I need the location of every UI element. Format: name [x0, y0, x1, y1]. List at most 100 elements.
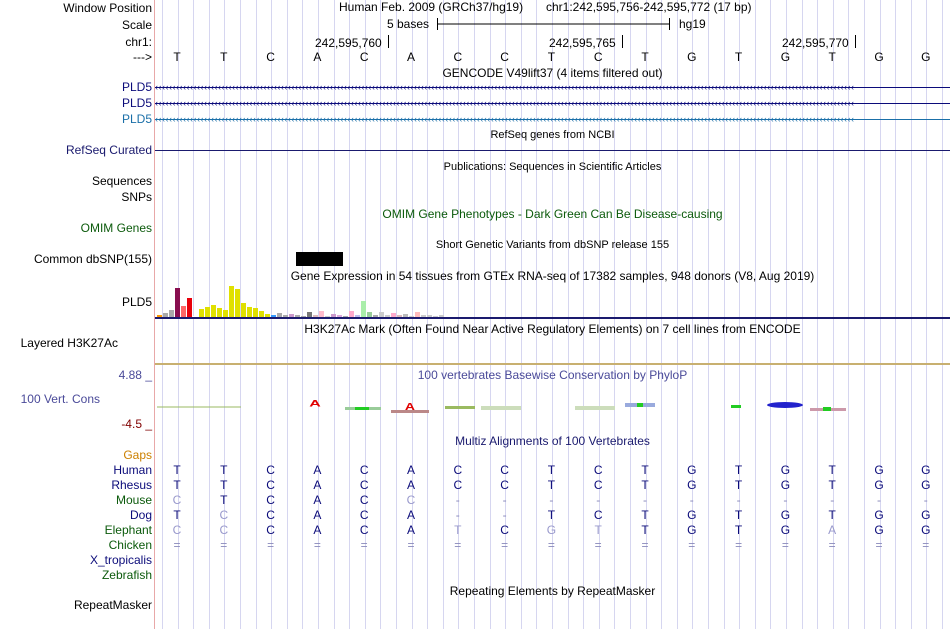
- alignment-base: A: [313, 463, 322, 477]
- gtex-tissue-bar[interactable]: [193, 316, 198, 317]
- gtex-tissue-bar[interactable]: [253, 308, 258, 317]
- species-label[interactable]: Zebrafish: [101, 568, 152, 582]
- gridline: [692, 0, 693, 629]
- track-label-conservation[interactable]: 100 Vert. Cons: [20, 392, 100, 406]
- alignment-base: C: [359, 478, 369, 492]
- species-label[interactable]: Rhesus: [111, 478, 152, 492]
- gencode-gene-line[interactable]: [155, 103, 950, 104]
- gtex-tissue-bar[interactable]: [265, 314, 270, 317]
- gtex-tissue-bar[interactable]: [157, 315, 162, 317]
- gtex-tissue-bar[interactable]: [283, 315, 288, 317]
- gtex-tissue-bar[interactable]: [277, 313, 282, 317]
- alignment-base: C: [500, 463, 509, 477]
- gtex-tissue-bar[interactable]: [271, 315, 276, 317]
- gtex-tissue-bar[interactable]: [415, 312, 420, 317]
- gtex-tissue-bar[interactable]: [385, 315, 390, 317]
- gtex-bar-chart[interactable]: [155, 284, 950, 317]
- alignment-base: =: [501, 538, 509, 552]
- gtex-tissue-bar[interactable]: [301, 316, 306, 317]
- alignment-base: =: [688, 538, 696, 552]
- gtex-tissue-bar[interactable]: [211, 305, 216, 317]
- species-label[interactable]: Chicken: [108, 538, 152, 552]
- gtex-tissue-bar[interactable]: [379, 312, 384, 317]
- gtex-tissue-bar[interactable]: [187, 298, 192, 317]
- gtex-tissue-bar[interactable]: [421, 315, 426, 317]
- gridline: [864, 0, 865, 629]
- species-label[interactable]: Dog: [129, 508, 152, 522]
- label-divider: [154, 0, 155, 629]
- gtex-tissue-bar[interactable]: [259, 311, 264, 317]
- gtex-tissue-bar[interactable]: [397, 315, 402, 317]
- gtex-tissue-bar[interactable]: [427, 315, 432, 317]
- gtex-tissue-bar[interactable]: [331, 314, 336, 317]
- gtex-tissue-bar[interactable]: [325, 316, 330, 317]
- gencode-gene-line[interactable]: [155, 87, 950, 88]
- track-label-h3k27ac[interactable]: Layered H3K27Ac: [20, 336, 118, 350]
- gtex-tissue-bar[interactable]: [229, 286, 234, 317]
- track-label-gencode-3[interactable]: PLD5: [121, 112, 152, 126]
- alignment-base: T: [547, 478, 556, 492]
- alignment-base: C: [593, 478, 603, 492]
- gtex-tissue-bar[interactable]: [337, 315, 342, 317]
- logo-a-2: A: [405, 401, 415, 413]
- conservation-logo[interactable]: A A: [155, 395, 950, 417]
- dbsnp-variant-block[interactable]: [296, 252, 343, 266]
- alignment-base: A: [313, 523, 322, 537]
- species-label[interactable]: X_tropicalis: [89, 553, 152, 567]
- gtex-tissue-bar[interactable]: [247, 307, 252, 317]
- track-label-gencode-2[interactable]: PLD5: [121, 96, 152, 110]
- gtex-tissue-bar[interactable]: [319, 311, 324, 317]
- track-label-dbsnp[interactable]: Common dbSNP(155): [33, 252, 152, 266]
- h3k27ac-signal-line[interactable]: [155, 363, 950, 365]
- gtex-tissue-bar[interactable]: [349, 311, 354, 317]
- scale-bar: [388, 18, 856, 48]
- position-tick-2: 242,595,765: [549, 36, 616, 50]
- sequence-base: C: [359, 50, 369, 64]
- gtex-tissue-bar[interactable]: [223, 310, 228, 317]
- track-label-gaps: Gaps: [123, 448, 152, 462]
- gtex-tissue-bar[interactable]: [163, 313, 168, 317]
- track-label-snps[interactable]: SNPs: [121, 190, 152, 204]
- alignment-base: C: [266, 478, 275, 492]
- gtex-tissue-bar[interactable]: [295, 315, 300, 317]
- alignment-base: C: [453, 478, 463, 492]
- scale-label: Scale: [121, 18, 152, 32]
- gtex-tissue-bar[interactable]: [403, 314, 408, 317]
- gtex-tissue-bar[interactable]: [241, 303, 246, 317]
- gtex-tissue-bar[interactable]: [169, 310, 174, 317]
- track-data-area[interactable]: Human Feb. 2009 (GRCh37/hg19) chr1:242,5…: [155, 0, 950, 629]
- alignment-base: G: [780, 478, 791, 492]
- gencode-gene-line[interactable]: [155, 119, 950, 120]
- gtex-tissue-bar[interactable]: [409, 316, 414, 317]
- gtex-tissue-bar[interactable]: [373, 315, 378, 317]
- track-label-omim[interactable]: OMIM Genes: [80, 221, 152, 235]
- gtex-tissue-bar[interactable]: [181, 306, 186, 317]
- gtex-tissue-bar[interactable]: [205, 307, 210, 317]
- track-label-gencode-1[interactable]: PLD5: [121, 80, 152, 94]
- gtex-tissue-bar[interactable]: [235, 289, 240, 317]
- gtex-tissue-bar[interactable]: [355, 315, 360, 317]
- species-label[interactable]: Elephant: [104, 523, 152, 537]
- gridline: [614, 0, 615, 629]
- track-label-refseq[interactable]: RefSeq Curated: [65, 143, 152, 157]
- alignment-base: T: [173, 478, 181, 492]
- gtex-tissue-bar[interactable]: [439, 315, 444, 317]
- gtex-tissue-bar[interactable]: [313, 315, 318, 317]
- gtex-tissue-bar[interactable]: [367, 312, 372, 317]
- gtex-tissue-bar[interactable]: [307, 312, 312, 317]
- track-label-repeatmasker[interactable]: RepeatMasker: [73, 598, 152, 612]
- refseq-gene-line[interactable]: [155, 150, 950, 151]
- track-label-gtex[interactable]: PLD5: [121, 295, 152, 309]
- species-label[interactable]: Human: [113, 463, 152, 477]
- gtex-tissue-bar[interactable]: [289, 314, 294, 317]
- gtex-tissue-bar[interactable]: [391, 313, 396, 317]
- gtex-tissue-bar[interactable]: [433, 316, 438, 317]
- track-label-sequences[interactable]: Sequences: [91, 174, 152, 188]
- gtex-tissue-bar[interactable]: [175, 288, 180, 317]
- alignment-base: G: [874, 478, 884, 492]
- gtex-tissue-bar[interactable]: [361, 301, 366, 317]
- gtex-tissue-bar[interactable]: [343, 316, 348, 317]
- gtex-tissue-bar[interactable]: [217, 308, 222, 317]
- species-label[interactable]: Mouse: [115, 493, 152, 507]
- gtex-tissue-bar[interactable]: [199, 309, 204, 317]
